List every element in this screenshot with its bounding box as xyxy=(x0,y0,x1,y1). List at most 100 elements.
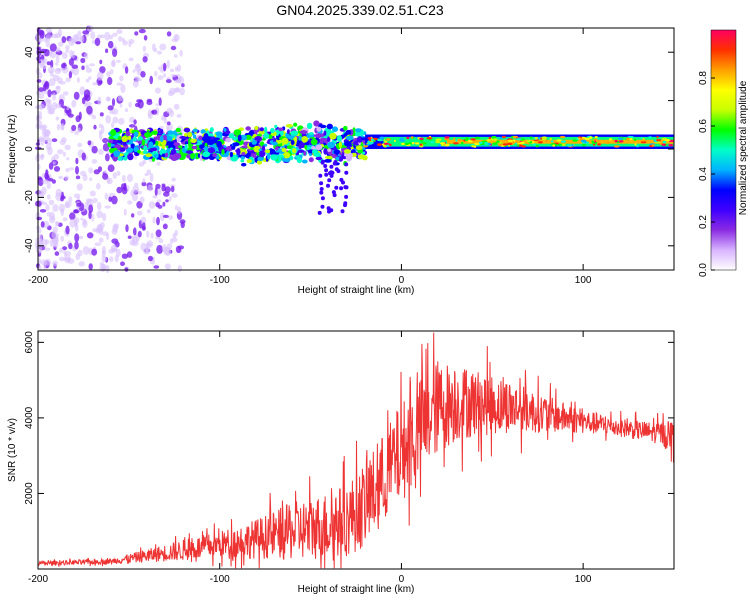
spectral-patch xyxy=(338,156,344,162)
noise-speck xyxy=(65,167,70,173)
spectral-patch xyxy=(184,132,188,138)
colorbar: 0.0 0.2 0.4 0.6 0.8 Normalized spectral ampl… xyxy=(698,29,749,277)
band-patch xyxy=(414,142,420,145)
band-patch xyxy=(559,135,566,139)
noise-speck xyxy=(119,75,124,82)
noise-speck xyxy=(43,129,51,137)
noise-speck xyxy=(129,124,136,128)
noise-speck xyxy=(175,245,182,254)
noise-speck xyxy=(168,215,174,220)
noise-speck xyxy=(148,201,156,209)
band-patch xyxy=(455,139,458,142)
spectral-patch xyxy=(345,152,353,159)
noise-speck xyxy=(129,239,135,246)
noise-speck xyxy=(166,107,173,114)
spectral-patch xyxy=(125,131,131,137)
spectral-patch xyxy=(281,137,289,145)
band-patch xyxy=(584,137,591,140)
noise-speck xyxy=(173,54,178,58)
noise-speck xyxy=(122,40,128,46)
noise-speck xyxy=(52,204,59,212)
noise-speck xyxy=(137,230,142,238)
noise-speck xyxy=(96,210,103,219)
noise-speck xyxy=(82,173,88,182)
spectral-patch xyxy=(225,137,231,143)
noise-speck xyxy=(40,221,45,228)
noise-speck xyxy=(114,254,119,263)
spectral-patch xyxy=(154,140,159,146)
noise-speck xyxy=(174,205,178,211)
band-patch xyxy=(521,145,526,148)
noise-speck xyxy=(149,75,153,85)
noise-speck xyxy=(109,256,114,262)
noise-speck xyxy=(162,214,169,218)
noise-speck xyxy=(36,46,41,50)
noise-speck xyxy=(132,79,139,88)
snr-frame xyxy=(37,330,675,570)
noise-speck xyxy=(78,111,82,121)
spectral-patch xyxy=(141,139,146,146)
noise-speck xyxy=(157,50,162,55)
noise-speck xyxy=(134,182,139,187)
noise-speck xyxy=(116,82,123,86)
noise-speck xyxy=(52,260,58,267)
spectral-patch xyxy=(165,141,174,146)
noise-speck xyxy=(142,159,147,165)
spectral-patch xyxy=(340,134,347,138)
spectral-patch xyxy=(320,196,325,201)
noise-speck xyxy=(104,192,109,200)
spectral-patch xyxy=(233,129,242,136)
spectral-patch xyxy=(308,157,314,163)
noise-speck xyxy=(79,235,84,240)
noise-speck xyxy=(74,241,79,250)
band-patch xyxy=(552,144,555,147)
band-patch xyxy=(401,142,406,146)
band-patch xyxy=(661,143,666,146)
spectral-patch xyxy=(357,154,366,160)
noise-speck xyxy=(81,152,87,161)
spectral-patch xyxy=(113,150,120,158)
noise-speck xyxy=(79,86,86,95)
noise-speck xyxy=(165,199,169,203)
noise-speck xyxy=(166,59,170,69)
band-patch xyxy=(393,139,396,143)
noise-speck xyxy=(85,78,90,83)
spectral-patch xyxy=(281,147,287,152)
spectral-patch xyxy=(167,130,174,135)
spectral-patch xyxy=(231,145,236,150)
spectral-patch xyxy=(315,133,323,139)
noise-speck xyxy=(179,49,183,57)
spectral-patch xyxy=(343,125,348,131)
noise-speck xyxy=(39,30,45,39)
spectral-patch xyxy=(144,138,148,144)
noise-speck xyxy=(147,184,154,192)
noise-speck xyxy=(154,87,161,94)
spectral-patch xyxy=(267,134,273,140)
spectral-patch xyxy=(315,144,323,151)
band-patch xyxy=(435,140,441,144)
noise-speck xyxy=(54,251,60,256)
colorbar-label: Normalized spectral amplitude xyxy=(738,80,749,215)
noise-speck xyxy=(111,195,118,205)
noise-speck xyxy=(36,193,43,198)
spectral-patch xyxy=(263,132,270,139)
noise-speck xyxy=(105,265,110,274)
noise-speck xyxy=(181,83,185,88)
spectral-patch xyxy=(335,156,340,161)
noise-speck xyxy=(116,186,123,194)
spectral-patch xyxy=(202,151,211,158)
noise-speck xyxy=(94,242,102,246)
spectral-patch xyxy=(221,148,225,155)
spectral-patch xyxy=(327,148,332,152)
noise-speck xyxy=(126,251,133,258)
noise-speck xyxy=(45,41,51,48)
noise-speck xyxy=(52,161,56,165)
spectral-patch xyxy=(329,132,337,140)
noise-speck xyxy=(83,52,89,60)
noise-speck xyxy=(116,170,121,176)
noise-speck xyxy=(104,205,111,209)
noise-speck xyxy=(164,246,171,256)
noise-speck xyxy=(89,177,93,182)
spectral-patch xyxy=(334,185,339,190)
